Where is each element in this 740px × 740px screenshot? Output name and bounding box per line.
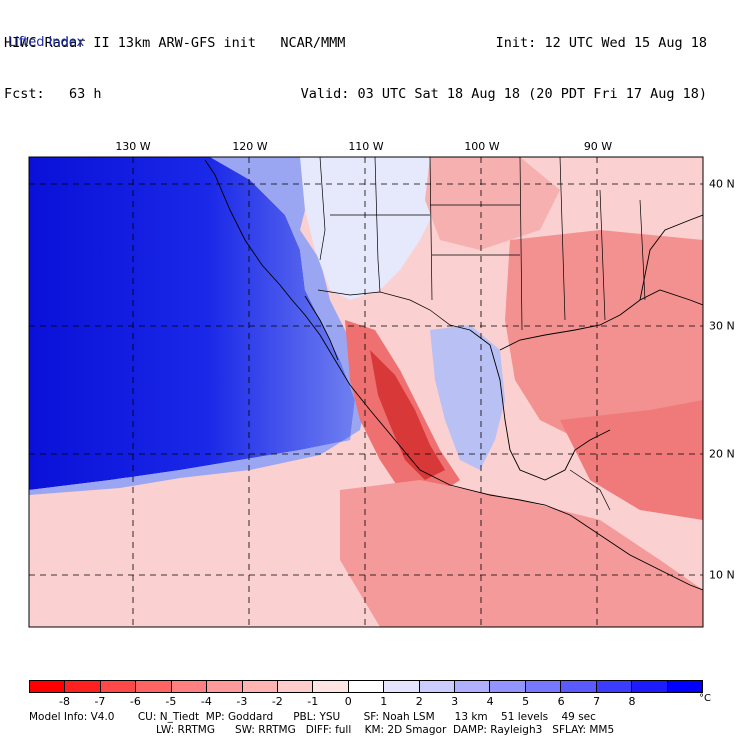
legend-tick-label: 7 [593,695,600,708]
legend-swatch [243,681,278,692]
legend-swatch [101,681,136,692]
legend-tick-label: 5 [522,695,529,708]
model-info-line2: LW: RRTMG SW: RRTMG DIFF: full KM: 2D Sm… [156,724,614,736]
lat-label: 10 N [709,569,735,582]
lon-label: 90 W [584,140,612,153]
legend-swatch [30,681,65,692]
legend-swatch [313,681,348,692]
legend-unit: °C [699,693,711,704]
legend-tick-label: -1 [307,695,318,708]
lon-label: 120 W [232,140,267,153]
legend-swatch [561,681,596,692]
legend-tick-label: 8 [629,695,636,708]
lon-label: 130 W [115,140,150,153]
legend-tick-label: 4 [487,695,494,708]
lat-label: 20 N [709,448,735,461]
lon-label: 100 W [464,140,499,153]
legend-tick-label: 6 [558,695,565,708]
legend-swatch [420,681,455,692]
legend-tick-label: -7 [94,695,105,708]
legend-swatch [136,681,171,692]
legend-swatch [490,681,525,692]
legend-tick-label: 0 [345,695,352,708]
color-legend [29,680,703,693]
legend-swatch [668,681,702,692]
legend-swatch [526,681,561,692]
legend-swatch [172,681,207,692]
legend-swatch [349,681,384,692]
lat-label: 30 N [709,320,735,333]
legend-swatch [65,681,100,692]
legend-tick-label: 1 [380,695,387,708]
legend-tick-label: -6 [130,695,141,708]
legend-tick-label: 3 [451,695,458,708]
legend-tick-label: -3 [236,695,247,708]
legend-swatch [455,681,490,692]
legend-tick-label: 2 [416,695,423,708]
legend-swatch [632,681,667,692]
legend-swatch [207,681,242,692]
model-info-line1: Model Info: V4.0 CU: N_Tiedt MP: Goddard… [29,711,596,723]
lon-label: 110 W [348,140,383,153]
legend-swatch [278,681,313,692]
legend-swatch [384,681,419,692]
legend-swatch [597,681,632,692]
legend-tick-label: -5 [165,695,176,708]
legend-tick-label: -2 [272,695,283,708]
lat-label: 40 N [709,178,735,191]
legend-tick-label: -4 [201,695,212,708]
legend-tick-label: -8 [59,695,70,708]
